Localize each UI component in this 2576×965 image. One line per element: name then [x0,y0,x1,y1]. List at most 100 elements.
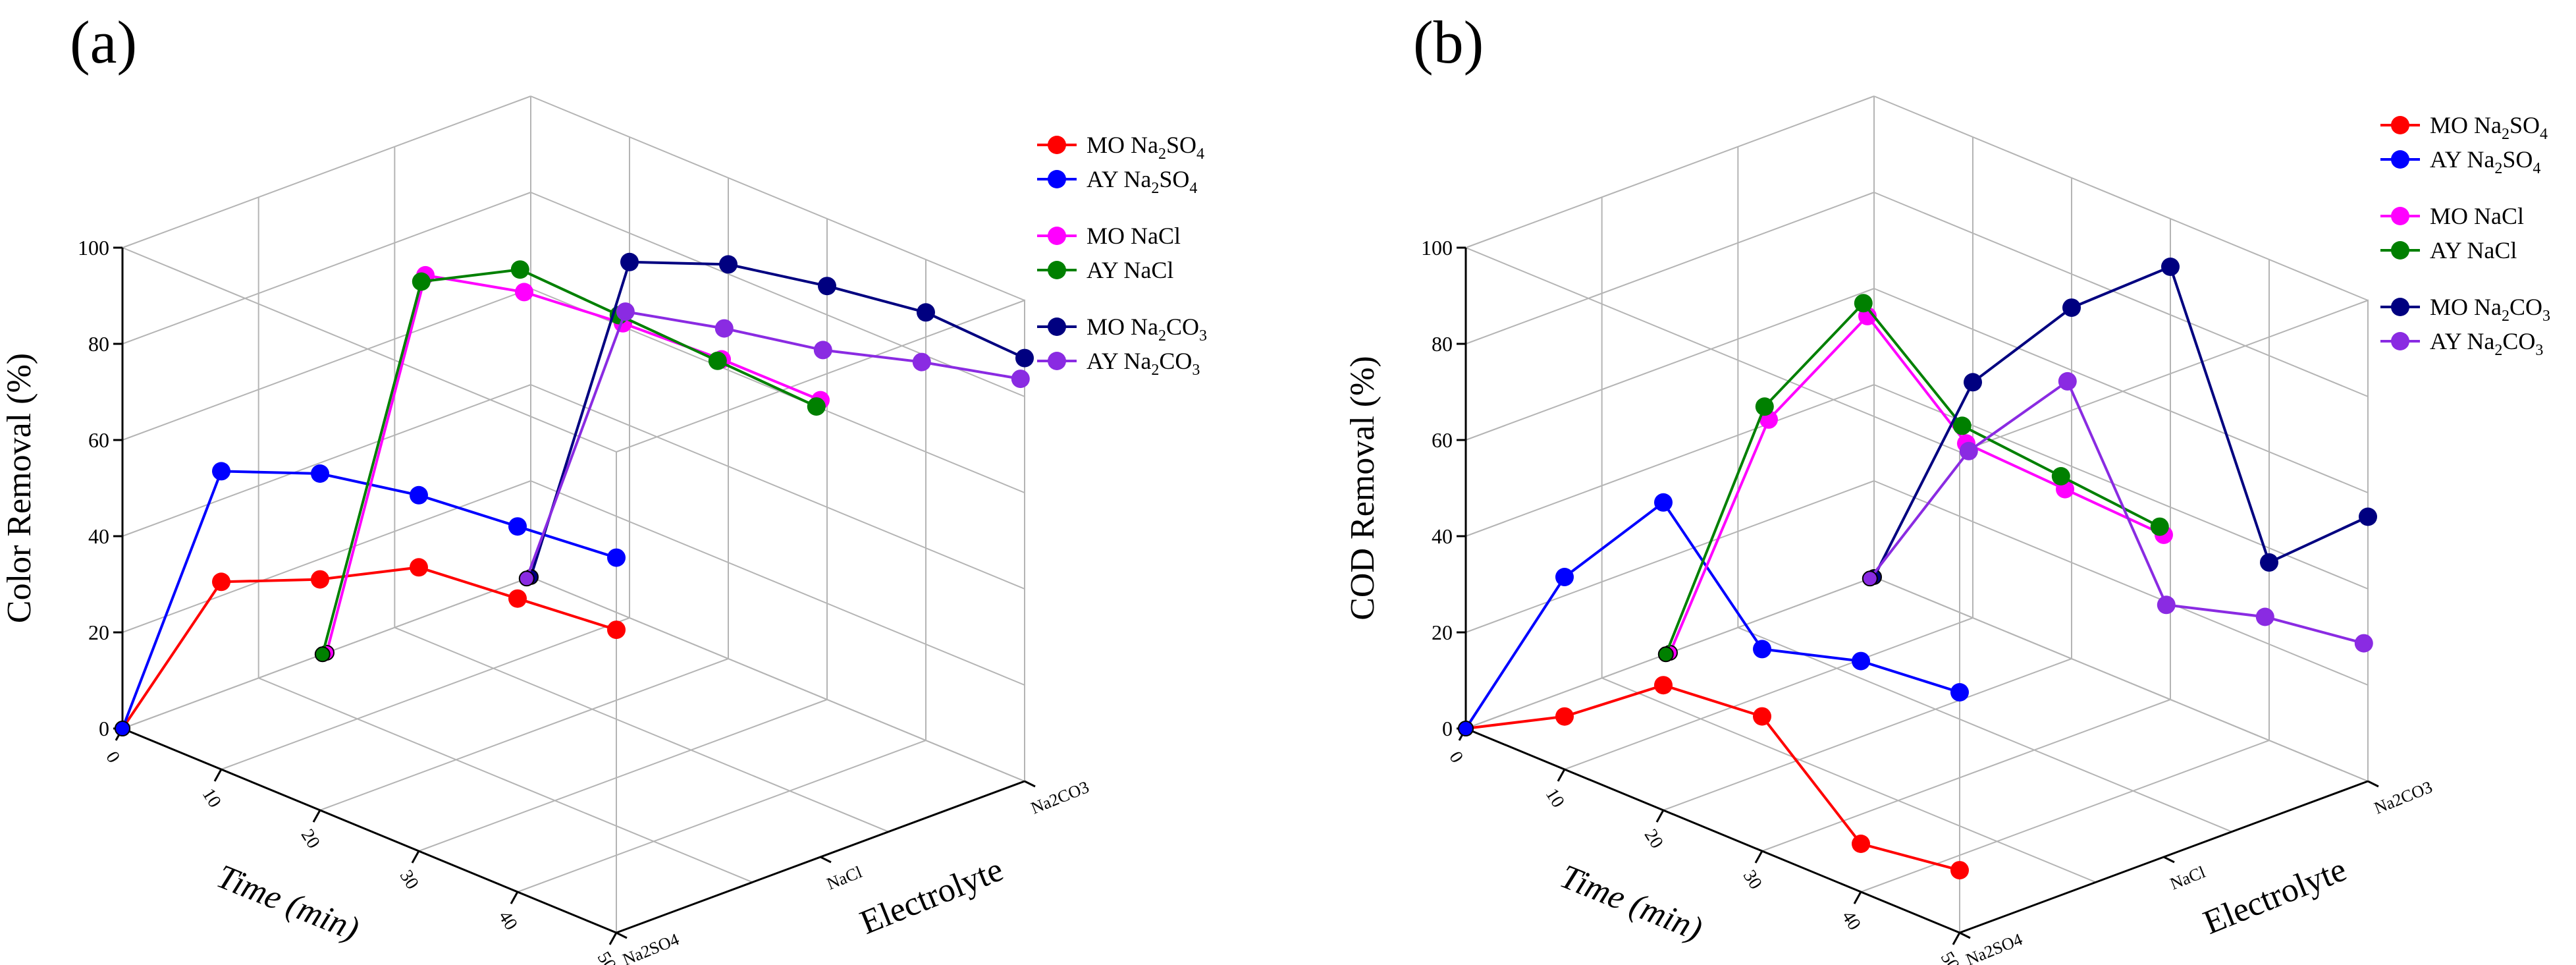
x-tick-label: 40 [1838,907,1865,933]
x-tick-label: 0 [101,748,124,766]
x-tick [1754,850,1763,864]
y-tick-label: 60 [1432,428,1453,452]
data-point: 73 [1952,416,1972,435]
data-point: 74 [410,485,428,505]
x-tick [1853,891,1862,904]
data-point: 0 [115,721,130,736]
legend-label: MO Na2SO4 [2430,112,2548,143]
series-line [1465,684,1960,872]
axes: 0 20 40 60 80 100 0 10 20 30 40 50 Na2SO4 NaCl Na2CO3 [78,236,1092,965]
data-point: 26 [2255,607,2274,626]
y-axis-title: Color Removal (%) [1,353,38,623]
series-line [529,260,1025,578]
legend-subscript: 3 [2542,308,2550,325]
gridline [530,192,1025,397]
data-point: 79 [912,352,931,372]
legend-label: AY Na2CO3 [2430,328,2543,359]
gridline [1465,96,1875,248]
panel-label: (a) [70,9,137,76]
series-line [121,566,617,730]
z-tick [2163,856,2175,864]
data-point: 20 [2157,595,2176,615]
series-line [321,268,817,655]
legend-text-part: NaCl [1131,223,1181,249]
data-point: 82 [719,255,738,274]
gridline [1873,384,2369,590]
series-line [1464,500,1960,730]
legend-label: MO Na2SO4 [1087,132,1204,163]
gridline [122,96,531,248]
legend-text-part: MO [2430,112,2468,138]
legend-swatch-marker [2391,298,2409,316]
legend-text-part [1125,223,1131,249]
gridline [1663,658,2072,811]
gridline [122,288,531,441]
legend-subscript: 4 [1189,180,1197,197]
gridline [1465,192,1875,345]
gridline [530,480,1025,686]
data-point: 42 [1753,640,1771,659]
legend-swatch-marker [2391,207,2409,225]
legend-text-part: AY [2430,328,2462,354]
series-line [1869,379,2365,645]
gridline [1601,677,2097,883]
y-tick-label: 0 [1442,717,1453,740]
y-axis-title: COD Removal (%) [1344,356,1382,620]
data-point: 28 [1753,707,1771,726]
legend-text-part [2468,294,2474,320]
data-point: 58 [2058,372,2077,391]
legend-text-part: Na [1131,132,1158,158]
data-point: 90 [1854,294,1873,313]
legend-subscript: 2 [2494,342,2502,359]
x-tick [312,810,321,823]
series-line [1669,314,2164,653]
legend-text-part: SO [1166,132,1196,158]
gridline [1873,288,2369,493]
data-point: 40 [1555,568,1574,586]
y-tick-label: 100 [1421,236,1453,260]
legend-text-part [2461,328,2467,354]
legend-swatch-marker [1048,227,1066,245]
legend-text-part: SO [1159,166,1189,192]
legend-subscript: 2 [1151,362,1159,379]
legend-swatch-marker [1048,136,1066,154]
gridline [1873,192,2369,397]
legend-text-part: Na [2467,146,2494,173]
data-point: 62 [212,462,230,481]
legend-text-part: NaCl [2467,237,2517,263]
z-axis-title: Electrolyte [855,851,1008,942]
data-point: 86 [818,277,836,296]
x-tick [1952,932,1961,945]
legend-text-part [2461,237,2467,263]
legend-text-part: MO [2430,203,2468,229]
gridline [530,288,1025,493]
gridline [319,658,729,811]
data-point: 90 [2161,258,2180,276]
legend-text-part: MO [1087,314,1125,340]
x-tick-label: 30 [1739,866,1766,893]
legend-text-part: Na [2474,112,2502,138]
data-point: 76 [508,517,527,536]
legend-text-part [2461,146,2467,173]
x-tick [411,850,420,864]
legend-text-part [1117,166,1123,192]
data-point: 74 [620,252,639,271]
series-line [1873,265,2369,578]
gridline [418,699,828,852]
data-point: 37 [2260,553,2278,572]
data-point: 95 [708,351,727,370]
legend-subscript: 3 [1192,362,1200,379]
y-tick-label: 100 [78,236,109,260]
legend-text-part: CO [1159,348,1192,374]
data-point: 10 [1852,835,1870,853]
data-point: 70 [311,464,329,483]
data-point: 89 [917,303,935,322]
z-tick [616,931,628,939]
data-point: 64 [1654,493,1673,512]
z-tick-label: Na2SO4 [1963,929,2025,965]
data-point: 61 [508,589,527,608]
legend-label: MO Na2CO3 [1087,314,1207,345]
